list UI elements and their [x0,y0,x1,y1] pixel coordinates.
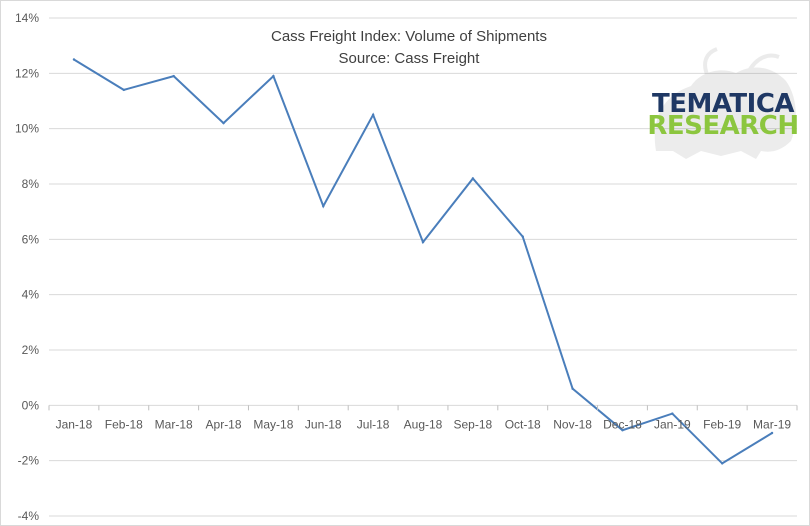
data-point [222,121,225,125]
gridlines [49,17,797,517]
y-axis-ticks: -4% -2% 0% 2% 4% 6% 8% 10% 12% 14% [15,11,39,523]
x-tick-label: Jun-18 [305,417,342,431]
x-tick-label: Nov-18 [553,417,592,431]
data-point [72,58,76,61]
x-tick-label: Apr-18 [206,417,242,431]
x-tick-label: Jan-18 [56,417,93,431]
x-tick-label: Jan-19 [654,417,691,431]
data-point [172,74,175,78]
y-tick-label: 10% [15,122,39,136]
data-point [521,235,524,238]
data-point [571,387,574,390]
bull-horn-icon [703,47,780,80]
y-tick-label: 6% [22,232,40,246]
y-tick-label: -2% [18,454,40,468]
x-tick-label: Mar-19 [753,417,791,431]
data-point [272,74,275,78]
x-tick-label: Aug-18 [404,417,443,431]
plot-area [72,58,774,465]
chart-subtitle: Source: Cass Freight [339,50,481,67]
x-tick-label: Oct-18 [505,417,541,431]
data-point [371,113,375,117]
data-point [471,177,475,180]
data-point [122,88,126,92]
logo-line-2: RESEARCH [647,111,798,141]
y-tick-label: -4% [18,509,40,523]
x-tick-label: Jul-18 [357,417,390,431]
x-tick-label: May-18 [253,417,293,431]
x-tick-label: Sep-18 [454,417,493,431]
x-axis-ticks: Jan-18 Feb-18 Mar-18 Apr-18 May-18 Jun-18 Jul-… [48,405,798,431]
y-tick-label: 2% [22,343,40,357]
data-point [770,431,774,435]
series-points [72,58,774,465]
y-tick-label: 4% [22,288,40,302]
bull-watermark [654,47,796,159]
x-tick-label: Mar-18 [155,417,193,431]
data-point [621,429,624,432]
logo-line-1: TEMATICA [652,89,794,119]
data-point [322,204,325,208]
x-tick-label: Feb-18 [105,417,143,431]
bull-icon [654,67,796,159]
y-tick-label: 14% [15,11,39,25]
y-tick-label: 8% [22,177,40,191]
x-tick-label: Dec-18 [603,417,642,431]
y-tick-label: 0% [22,398,40,412]
data-point [421,240,425,244]
chart-title: Cass Freight Index: Volume of Shipments [271,28,547,45]
y-tick-label: 12% [15,66,39,80]
x-tick-label: Feb-19 [703,417,741,431]
data-point [671,412,674,415]
data-point [721,462,724,465]
